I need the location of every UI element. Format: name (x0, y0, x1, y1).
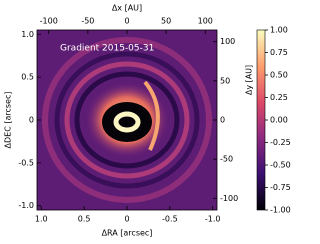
y2-tick-label: 100 (220, 37, 235, 46)
x-tick-label: -0.5 (162, 215, 178, 224)
x2-tick-label: -50 (81, 17, 94, 26)
x-axis-label: ΔRA [arcsec] (102, 229, 153, 238)
disk-image (37, 30, 217, 210)
colorbar (256, 29, 266, 211)
colorbar-tick-label: -0.75 (270, 183, 291, 192)
y-tick-label: 0 (29, 116, 34, 125)
x-tick-label: 0 (124, 215, 129, 224)
x-tick-label: 0.5 (78, 215, 91, 224)
colorbar-tick-label: -0.50 (270, 161, 291, 170)
y2-tick-label: 50 (220, 76, 230, 85)
annotation: Gradient 2015-05-31 (60, 44, 154, 54)
x2-tick-label: 0 (124, 17, 129, 26)
y-tick-label: 0.5 (21, 73, 34, 82)
y-tick-label: -0.5 (18, 158, 34, 167)
colorbar-tick-label: -1.00 (270, 206, 291, 215)
y2-tick-label: -50 (220, 155, 233, 164)
x-tick-label: -1.0 (205, 215, 221, 224)
y2-axis-label: Δy [AU] (245, 65, 254, 95)
y-tick-label: 1.0 (21, 30, 34, 39)
colorbar-tick-label: 0.75 (270, 48, 288, 57)
colorbar-tick-label: 0.50 (270, 71, 288, 80)
x2-tick-label: 100 (198, 17, 213, 26)
colorbar-tick-label: 0.00 (270, 116, 288, 125)
y2-tick-label: -100 (220, 194, 238, 203)
x2-axis-label: Δx [AU] (112, 4, 142, 13)
chart: Gradient 2015-05-31 ΔRA [arcsec] Δx [AU]… (4, 4, 291, 238)
y-tick-label: -1.0 (18, 201, 34, 210)
y2-tick-label: 0 (220, 116, 225, 125)
x2-tick-label: 50 (161, 17, 171, 26)
x-tick-label: 1.0 (35, 215, 48, 224)
colorbar-tick-label: 0.25 (270, 93, 288, 102)
colorbar-tick-label: -0.25 (270, 138, 291, 147)
y-axis-label: ΔDEC [arcsec] (4, 92, 13, 149)
colorbar-tick-label: 1.00 (270, 26, 288, 35)
x2-tick-label: -100 (40, 17, 58, 26)
